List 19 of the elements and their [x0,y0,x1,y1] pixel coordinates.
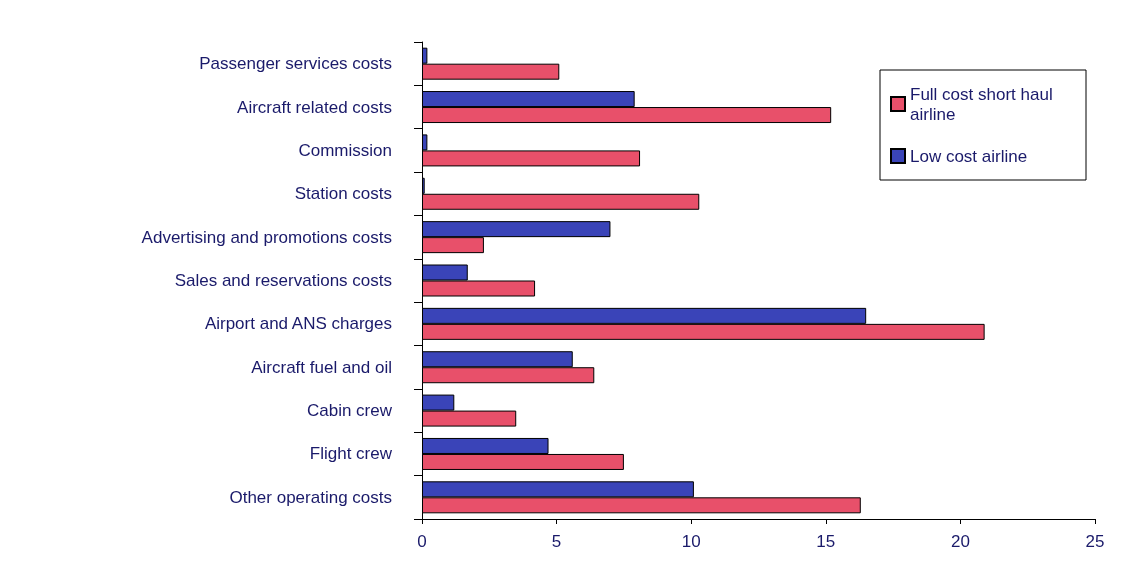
y-tick-label: Other operating costs [229,487,392,507]
y-tick-label: Advertising and promotions costs [141,227,392,247]
x-tick-label: 5 [551,532,562,551]
x-tick-label: 0 [417,532,427,551]
y-tick-label: Flight crew [309,444,393,464]
y-tick-label: Airport and ANS charges [204,314,392,334]
y-tick-label: Sales and reservations costs [174,271,392,290]
x-tick-label: 15 [816,532,836,551]
y-tick-label: Cabin crew [306,401,393,421]
y-tick-label: Aircraft fuel and oil [251,357,392,377]
x-tick-label: 25 [1085,532,1105,551]
y-tick-label: Passenger services costs [199,54,392,74]
y-tick-label: Aircraft related costs [237,97,392,117]
x-tick-label: 20 [950,532,970,551]
legend-label: Low cost airline [910,146,1028,166]
y-tick-label: Commission [298,140,392,160]
y-tick-label: Station costs [294,184,392,204]
x-tick-label: 10 [681,532,701,551]
legend-label: Full cost short haul airline [910,84,1058,124]
